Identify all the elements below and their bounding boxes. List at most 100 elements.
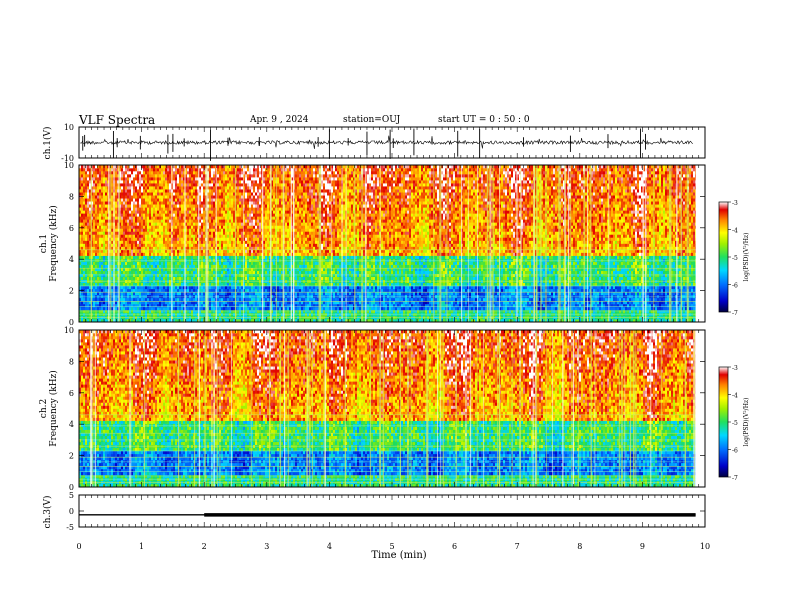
spectrogram-cell bbox=[177, 189, 180, 193]
spectrogram-cell bbox=[157, 285, 160, 290]
spectrogram-cell bbox=[173, 237, 176, 241]
spectrogram-cell bbox=[147, 237, 150, 241]
spectrogram-cell bbox=[211, 192, 214, 196]
spectrogram-cell bbox=[155, 189, 158, 193]
spectrogram-cell bbox=[131, 252, 134, 256]
spectrogram-cell bbox=[89, 216, 92, 220]
spectrogram-cell bbox=[111, 189, 114, 193]
spectrogram-cell bbox=[147, 249, 150, 253]
spectrogram-cell bbox=[219, 189, 222, 193]
spectrogram-cell bbox=[259, 228, 262, 232]
spectrogram-cell bbox=[163, 273, 166, 278]
spectrogram-cell bbox=[203, 189, 206, 193]
spectrogram-cell bbox=[143, 303, 146, 308]
spectrogram-cell bbox=[255, 246, 258, 250]
spectrogram-cell bbox=[99, 186, 102, 190]
spectrogram-cell bbox=[119, 270, 122, 275]
spectrogram-cell bbox=[211, 219, 214, 223]
spectrogram-cell bbox=[153, 213, 156, 217]
spectrogram-cell bbox=[229, 183, 232, 187]
spectrogram-cell bbox=[255, 285, 258, 290]
spectrogram-cell bbox=[105, 177, 108, 181]
spectrogram-cell bbox=[251, 294, 254, 299]
spectrogram-cell bbox=[203, 204, 206, 208]
spectrogram-cell bbox=[245, 228, 248, 232]
spectrogram-cell bbox=[159, 180, 162, 184]
spectrogram-cell bbox=[91, 231, 94, 235]
spectrogram-cell bbox=[211, 168, 214, 172]
spectrogram-cell bbox=[91, 201, 94, 205]
spectrogram-cell bbox=[199, 237, 202, 241]
spectrogram-cell bbox=[89, 319, 92, 322]
spectrogram-cell bbox=[97, 174, 100, 178]
spectrogram-cell bbox=[225, 291, 228, 296]
spectrogram-cell bbox=[159, 258, 162, 262]
spectrogram-cell bbox=[173, 276, 176, 281]
spectrogram-cell bbox=[227, 213, 230, 217]
spectrogram-cell bbox=[85, 231, 88, 235]
spectrogram-cell bbox=[177, 186, 180, 190]
spectrogram-cell bbox=[83, 319, 86, 322]
spectrogram-cell bbox=[129, 168, 132, 172]
spectrogram-cell bbox=[141, 291, 144, 296]
spectrogram-cell bbox=[123, 276, 126, 281]
spectrogram-cell bbox=[101, 207, 104, 211]
spectrogram-cell bbox=[213, 291, 216, 296]
spectrogram-cell bbox=[227, 243, 230, 247]
spectrogram-cell bbox=[239, 183, 242, 187]
spectrogram-cell bbox=[131, 177, 134, 181]
spectrogram-cell bbox=[135, 168, 138, 172]
spectrogram-cell bbox=[219, 204, 222, 208]
spectrogram-cell bbox=[227, 312, 230, 317]
spectrogram-cell bbox=[133, 207, 136, 211]
spectrogram-cell bbox=[165, 201, 168, 205]
spectrogram-cell bbox=[195, 261, 198, 265]
spectrogram-cell bbox=[105, 186, 108, 190]
spectrogram-cell bbox=[123, 270, 126, 275]
spectrogram-cell bbox=[153, 261, 156, 265]
spectrogram-cell bbox=[85, 255, 88, 259]
spectrogram-cell bbox=[259, 300, 262, 305]
spectrogram-cell bbox=[115, 306, 118, 311]
spectrogram-cell bbox=[85, 189, 88, 193]
spectrogram-cell bbox=[87, 210, 90, 214]
spectrogram-cell bbox=[173, 243, 176, 247]
spectrogram-cell bbox=[211, 195, 214, 199]
spectrogram-cell bbox=[83, 174, 86, 178]
spectrogram-cell bbox=[151, 234, 154, 238]
spectrogram-cell bbox=[227, 249, 230, 253]
spectrogram-cell bbox=[185, 195, 188, 199]
spectrogram-cell bbox=[83, 264, 86, 268]
spectrogram-cell bbox=[89, 297, 92, 302]
spectrogram-cell bbox=[135, 231, 138, 235]
spectrogram-cell bbox=[245, 213, 248, 217]
spectrogram-cell bbox=[241, 264, 244, 268]
spectrogram-cell bbox=[235, 225, 238, 229]
spectrogram-cell bbox=[189, 237, 192, 241]
spectrogram-cell bbox=[137, 252, 140, 256]
spectrogram-cell bbox=[151, 300, 154, 305]
spectrogram-cell bbox=[89, 243, 92, 247]
spectrogram-cell bbox=[223, 210, 226, 214]
spectrogram-cell bbox=[165, 273, 168, 278]
spectrogram-cell bbox=[243, 192, 246, 196]
spectrogram-cell bbox=[203, 174, 206, 178]
spectrogram-cell bbox=[223, 222, 226, 226]
spectrogram-cell bbox=[191, 276, 194, 281]
spectrogram-cell bbox=[125, 201, 128, 205]
spectrogram-cell bbox=[221, 306, 224, 311]
spectrogram-cell bbox=[101, 165, 104, 169]
spectrogram-cell bbox=[175, 267, 178, 272]
spectrogram-cell bbox=[255, 261, 258, 265]
spectrogram-cell bbox=[245, 237, 248, 241]
spectrogram-cell bbox=[257, 267, 260, 272]
spectrogram-cell bbox=[177, 255, 180, 259]
spectrogram-cell bbox=[179, 198, 182, 202]
spectrogram-cell bbox=[123, 180, 126, 184]
spectrogram-cell bbox=[225, 319, 228, 322]
spectrogram-cell bbox=[223, 189, 226, 193]
spectrogram-cell bbox=[153, 264, 156, 268]
spectrogram-cell bbox=[167, 294, 170, 299]
spectrogram-cell bbox=[159, 231, 162, 235]
spectrogram-cell bbox=[237, 204, 240, 208]
